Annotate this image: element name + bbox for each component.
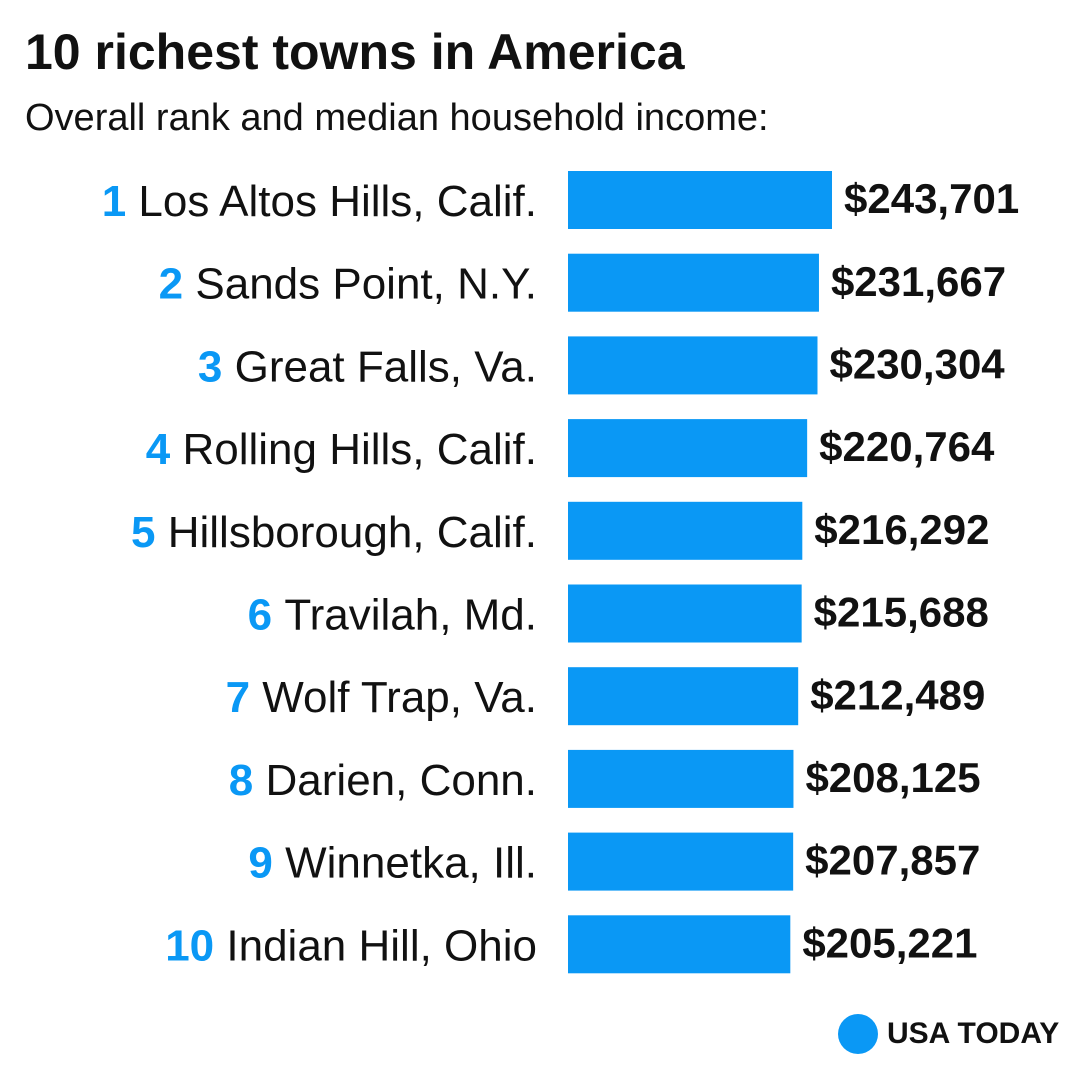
bar (568, 749, 794, 808)
logo-dot (838, 1014, 878, 1054)
chart-subtitle: Overall rank and median household income… (25, 97, 769, 139)
source-logo: USA TODAY (887, 1017, 1059, 1050)
row-label: 2 Sands Point, N.Y. (159, 259, 537, 308)
category-label: Winnetka, Ill. (285, 838, 537, 887)
category-label: Darien, Conn. (266, 756, 537, 805)
category-label: Rolling Hills, Calif. (182, 425, 537, 474)
category-label: Great Falls, Va. (235, 342, 537, 391)
category-label: Indian Hill, Ohio (226, 921, 537, 970)
row-label: 5 Hillsborough, Calif. (131, 507, 537, 556)
value-label: $230,304 (829, 340, 1005, 387)
row-label: 6 Travilah, Md. (248, 590, 537, 639)
rank: 10 (165, 921, 214, 970)
category-label: Los Altos Hills, Calif. (138, 177, 537, 226)
value-label: $205,221 (802, 919, 977, 966)
rank: 6 (248, 590, 272, 639)
bar (568, 915, 791, 974)
value-label: $207,857 (805, 837, 980, 884)
bar (568, 419, 808, 478)
value-label: $216,292 (814, 506, 989, 553)
category-label: Wolf Trap, Va. (262, 673, 537, 722)
row-label: 7 Wolf Trap, Va. (226, 673, 537, 722)
value-label: $212,489 (810, 671, 985, 718)
rank: 1 (102, 177, 126, 226)
bar (568, 584, 802, 643)
bar (568, 336, 818, 395)
rank: 8 (229, 756, 253, 805)
row-label: 8 Darien, Conn. (229, 756, 537, 805)
row-label: 1 Los Altos Hills, Calif. (102, 177, 537, 226)
row-label: 9 Winnetka, Ill. (248, 838, 537, 887)
rank: 5 (131, 507, 155, 556)
bar (568, 253, 819, 312)
row-label: 3 Great Falls, Va. (198, 342, 537, 391)
row-label: 10 Indian Hill, Ohio (165, 921, 537, 970)
rank: 2 (159, 259, 183, 308)
value-label: $220,764 (819, 423, 995, 470)
rank: 4 (146, 425, 171, 474)
row-label: 4 Rolling Hills, Calif. (146, 425, 537, 474)
rank: 7 (226, 673, 250, 722)
value-label: $231,667 (831, 258, 1006, 305)
category-label: Travilah, Md. (284, 590, 537, 639)
bar (568, 667, 799, 726)
value-label: $208,125 (805, 754, 980, 801)
bar (568, 832, 794, 891)
rank: 3 (198, 342, 222, 391)
value-label: $215,688 (814, 589, 989, 636)
category-label: Sands Point, N.Y. (195, 259, 537, 308)
bar (568, 171, 832, 229)
value-label: $243,701 (844, 175, 1019, 222)
rank: 9 (248, 838, 272, 887)
chart-title: 10 richest towns in America (25, 24, 686, 80)
bar (568, 501, 803, 560)
category-label: Hillsborough, Calif. (168, 507, 537, 556)
